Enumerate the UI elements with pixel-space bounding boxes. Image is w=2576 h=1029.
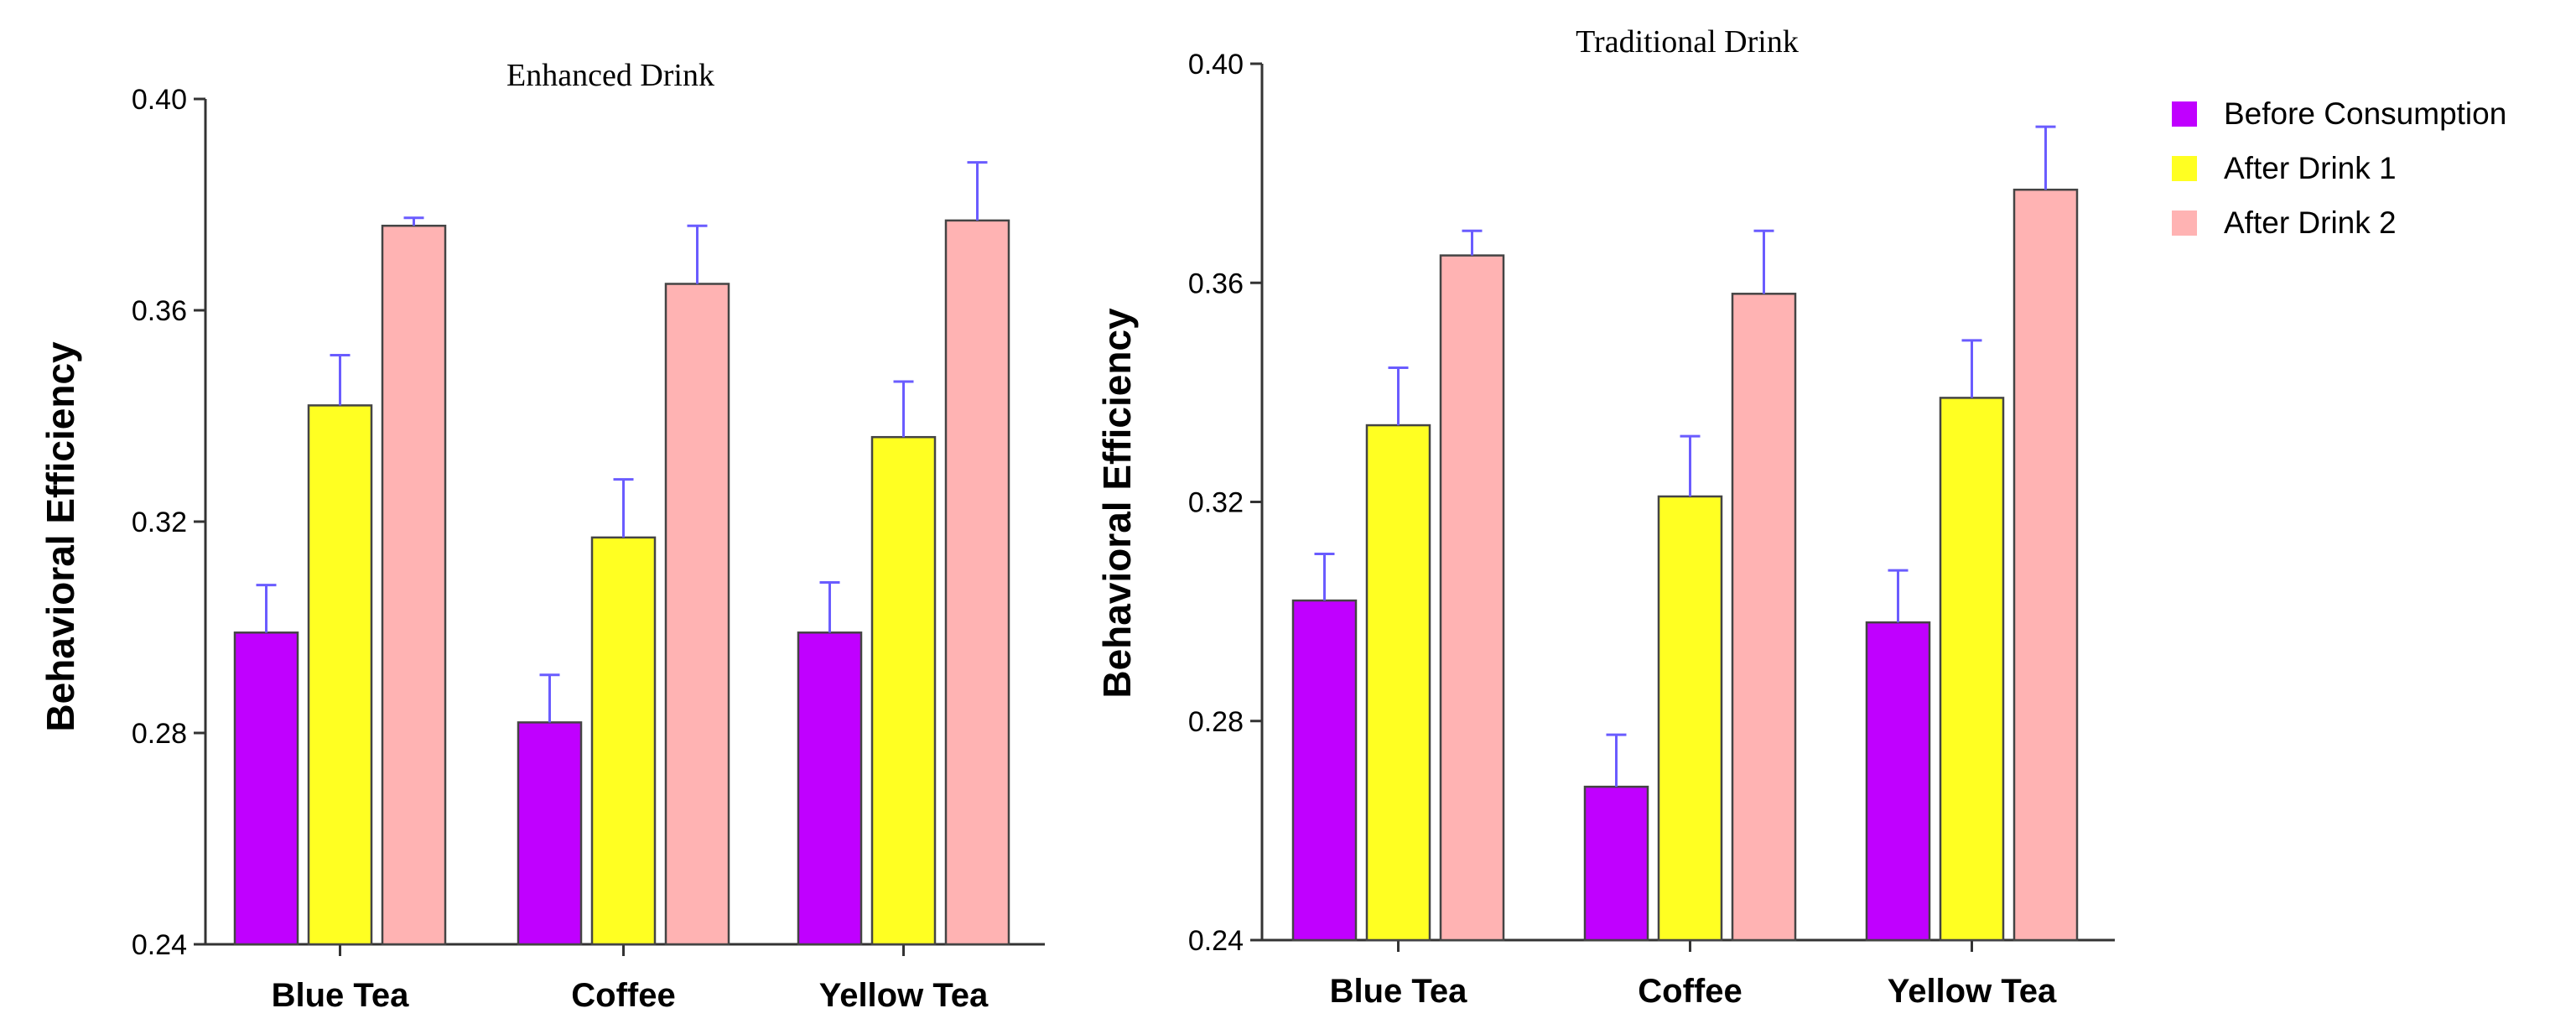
x-tick-label: Yellow Tea [1888,973,2057,1010]
legend-item: After Drink 1 [2172,151,2397,185]
y-tick-label: 0.40 [132,84,187,116]
legend-swatch [2172,101,2197,127]
chart-title: Traditional Drink [1576,24,1799,60]
enhanced-drink-chart: Enhanced Drink Behavioral Efficiency 0.2… [39,58,1045,1014]
bar [590,536,657,946]
y-tick-label: 0.36 [132,295,187,327]
y-tick-label: 0.32 [1188,487,1244,519]
bar [517,721,583,946]
x-tick-label: Coffee [571,977,675,1014]
legend-label: Before Consumption [2224,96,2506,131]
x-tick-label: Blue Tea [1330,973,1468,1010]
legend-swatch [2172,156,2197,181]
bar [1365,424,1431,942]
legend: Before Consumption After Drink 1 After D… [2172,96,2506,240]
bar [797,631,863,946]
bar [870,435,937,946]
bar [664,283,730,946]
legend-label: After Drink 1 [2224,151,2397,185]
y-axis-label: Behavioral Efficiency [1095,308,1139,699]
bar [381,224,447,946]
y-tick-label: 0.24 [1188,925,1244,957]
bar [944,219,1010,946]
y-tick-label: 0.36 [1188,268,1244,299]
bar [1939,397,2005,942]
bar [1291,599,1358,942]
bar [2012,188,2079,942]
bar [1439,254,1505,942]
y-tick-label: 0.28 [1188,706,1244,738]
bar [1583,785,1649,942]
bar [233,631,299,946]
chart-title: Enhanced Drink [506,58,714,93]
legend-item: Before Consumption [2172,96,2506,131]
legend-item: After Drink 2 [2172,205,2397,240]
y-tick-label: 0.24 [132,929,187,961]
x-tick-label: Coffee [1638,973,1742,1010]
y-tick-label: 0.40 [1188,49,1244,81]
bar [1657,495,1723,942]
traditional-drink-chart: Traditional Drink Behavioral Efficiency … [1095,24,2115,1010]
y-tick-label: 0.28 [132,718,187,750]
x-tick-label: Yellow Tea [819,977,989,1014]
y-tick-label: 0.32 [132,507,187,538]
legend-label: After Drink 2 [2224,205,2397,240]
bar [1731,293,1797,942]
bar [1865,621,1931,942]
y-axis-label: Behavioral Efficiency [39,341,82,732]
legend-swatch [2172,210,2197,236]
bar [307,404,373,946]
x-tick-label: Blue Tea [272,977,410,1014]
